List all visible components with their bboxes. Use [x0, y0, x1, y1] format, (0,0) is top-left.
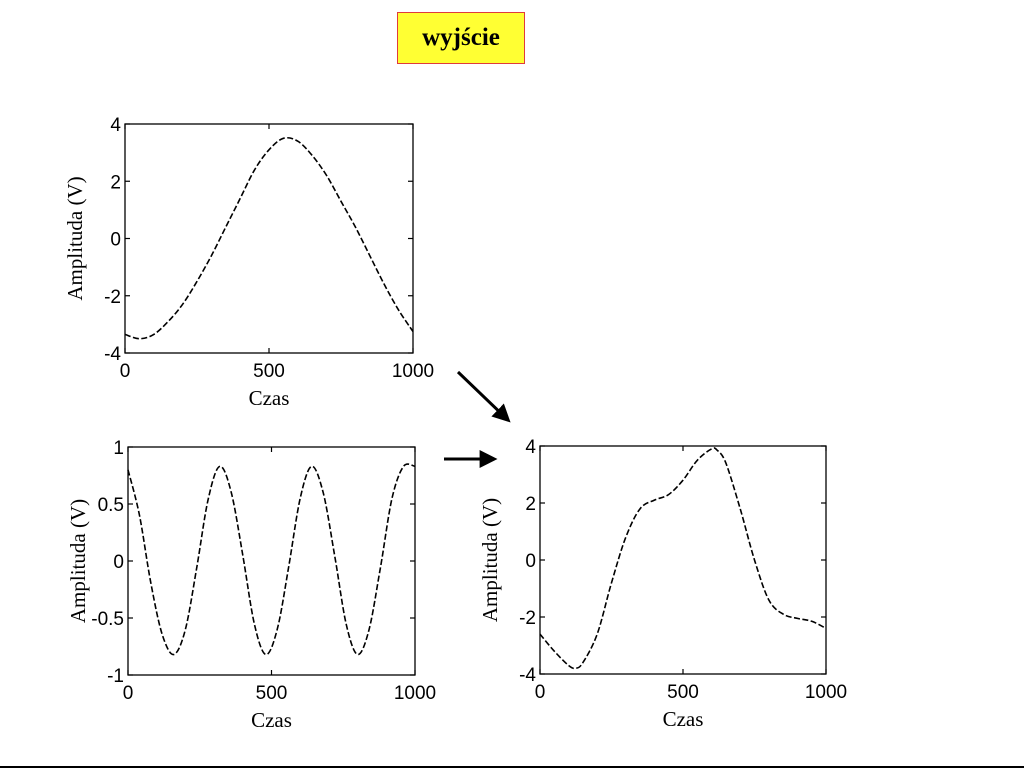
- diagonal-arrow-icon: [456, 370, 511, 423]
- page-title: wyjście: [397, 12, 525, 64]
- y-tick-label: 1: [113, 438, 124, 459]
- x-tick-label: 0: [123, 683, 134, 704]
- y-tick-label: 2: [525, 494, 536, 515]
- y-tick-label: 2: [110, 172, 121, 193]
- x-tick-label: 500: [253, 361, 285, 382]
- series-line-1: [124, 136, 414, 340]
- y-tick-label: 0.5: [98, 495, 124, 516]
- plot-frame-2: [127, 446, 416, 676]
- x-axis-label: Czas: [663, 707, 704, 731]
- x-tick-label: 1000: [805, 682, 847, 703]
- x-axis-label: Czas: [251, 708, 292, 732]
- x-axis-label: Czas: [249, 386, 290, 410]
- series-line-3: [539, 447, 827, 670]
- x-tick-label: 0: [120, 361, 131, 382]
- y-tick-label: 0: [113, 552, 124, 573]
- y-tick-label: 4: [525, 437, 536, 458]
- y-tick-label: -2: [519, 608, 536, 629]
- y-tick-label: 0: [525, 551, 536, 572]
- y-tick-label: 0: [110, 230, 121, 251]
- y-axis-label: Amplituda (V): [478, 498, 502, 622]
- x-tick-label: 500: [667, 682, 699, 703]
- series-line-2: [127, 463, 416, 656]
- y-axis-label: Amplituda (V): [63, 176, 87, 300]
- y-tick-label: -0.5: [91, 609, 124, 630]
- y-tick-label: -2: [104, 287, 121, 308]
- y-tick-label: -1: [107, 666, 124, 687]
- y-tick-label: -4: [519, 665, 536, 686]
- y-axis-label: Amplituda (V): [66, 499, 90, 623]
- y-tick-label: 4: [110, 115, 121, 136]
- x-tick-label: 1000: [392, 361, 434, 382]
- footer-divider: [0, 766, 1024, 768]
- x-tick-label: 1000: [394, 683, 436, 704]
- plot-frame-1: [124, 123, 414, 354]
- x-tick-label: 500: [256, 683, 288, 704]
- y-tick-label: -4: [104, 344, 121, 365]
- x-tick-label: 0: [535, 682, 546, 703]
